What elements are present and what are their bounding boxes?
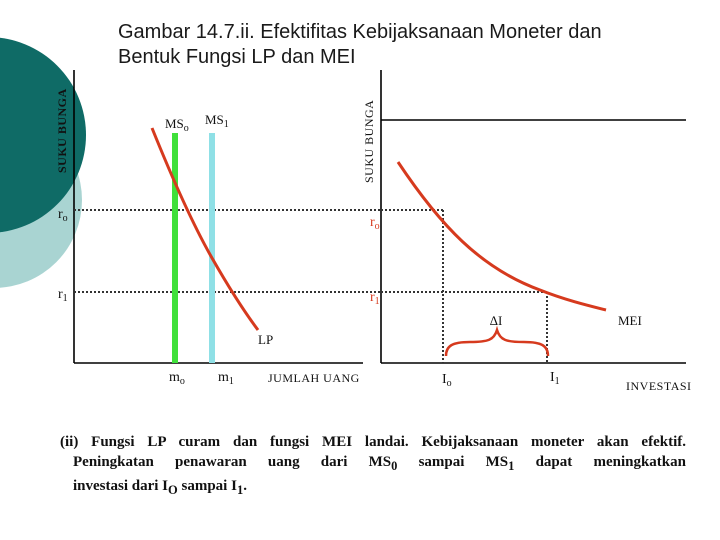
title-line-2: Bentuk Fungsi LP dan MEI <box>118 46 356 68</box>
left-chart <box>73 70 380 364</box>
m0-label: mo <box>169 370 185 387</box>
left-x-axis-label: JUMLAH UANG <box>268 371 360 385</box>
i1-label: I1 <box>550 370 560 387</box>
right-r0-label: ro <box>370 215 380 232</box>
caption: (ii) Fungsi LP curam dan fungsi MEI land… <box>60 432 686 500</box>
lp-label: LP <box>258 332 273 347</box>
left-r1-label: r1 <box>58 287 68 304</box>
mei-label: MEI <box>618 313 642 328</box>
curly-brace-icon <box>444 325 550 357</box>
right-x-axis-label: INVESTASI <box>626 379 692 393</box>
caption-line-2: Peningkatan penawaran uang dari MS0 samp… <box>73 454 686 473</box>
m1-label: m1 <box>218 370 234 387</box>
left-y-axis-label: SUKU BUNGA <box>55 88 69 173</box>
caption-line-3: investasi dari IO sampai I1. <box>73 478 247 497</box>
title-line-1: Gambar 14.7.ii. Efektifitas Kebijaksanaa… <box>118 21 602 43</box>
mei-curve <box>396 161 607 312</box>
lp-curve <box>150 127 260 331</box>
page-title: Gambar 14.7.ii. Efektifitas Kebijaksanaa… <box>118 20 678 70</box>
left-r0-label: ro <box>58 207 68 224</box>
ms1-label: MS1 <box>205 112 229 130</box>
decor-circle-dark-icon <box>0 37 86 233</box>
i0-label: Io <box>442 372 452 389</box>
right-y-axis-label: SUKU BUNGA <box>362 100 376 183</box>
right-chart <box>380 70 686 364</box>
delta-i-label: ∆I <box>490 313 502 328</box>
caption-line-1: (ii) Fungsi LP curam dan fungsi MEI land… <box>60 434 686 450</box>
ms0-label: MSo <box>165 116 189 134</box>
right-r1-label: r1 <box>370 290 380 307</box>
